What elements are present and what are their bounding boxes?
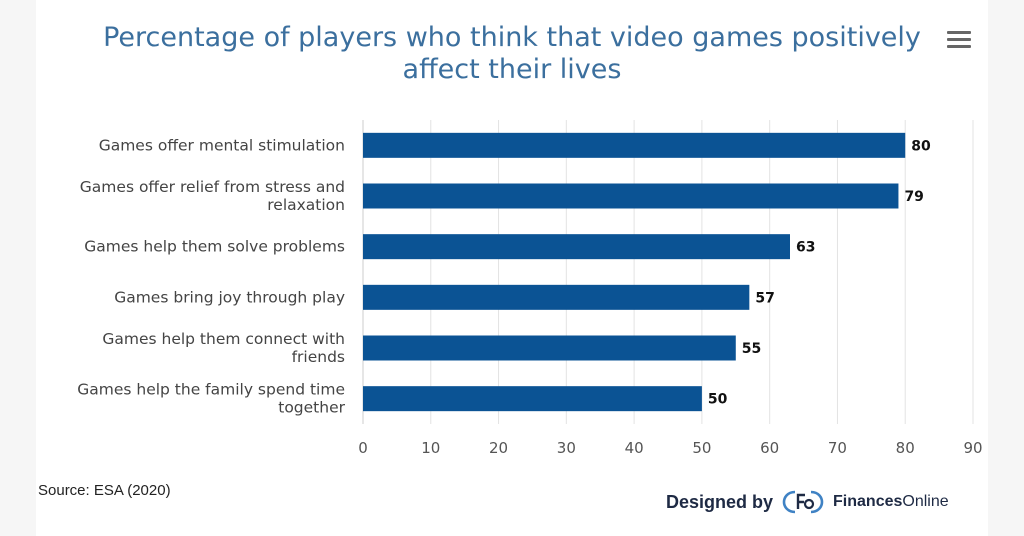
category-label: Games help them solve problems (84, 238, 345, 256)
bar (363, 335, 736, 361)
bar (363, 284, 750, 310)
category-label: Games help them connect with (102, 330, 345, 348)
x-tick-label: 60 (760, 439, 779, 457)
category-label: Games offer relief from stress and (80, 178, 345, 196)
x-tick-label: 20 (489, 439, 508, 457)
hamburger-menu-icon[interactable] (947, 31, 971, 51)
data-label: 50 (708, 392, 728, 408)
financesonline-logo-icon (782, 490, 824, 514)
x-tick-label: 90 (963, 439, 982, 457)
bar (363, 132, 906, 158)
source-note: Source: ESA (2020) (38, 482, 171, 499)
category-label: together (278, 399, 345, 417)
x-tick-label: 30 (557, 439, 576, 457)
x-tick-label: 50 (692, 439, 711, 457)
category-label: Games help the family spend time (77, 381, 345, 399)
data-label: 79 (904, 189, 923, 205)
category-label: friends (292, 348, 345, 366)
x-tick-label: 0 (358, 439, 368, 457)
bar (363, 386, 702, 412)
data-label: 63 (796, 240, 815, 256)
data-label: 55 (742, 341, 761, 357)
bar (363, 234, 790, 260)
bar (363, 183, 899, 209)
category-label: Games bring joy through play (114, 288, 345, 306)
chart-title: Percentage of players who think that vid… (103, 22, 921, 85)
category-label: Games offer mental stimulation (99, 136, 345, 154)
x-tick-label: 40 (625, 439, 644, 457)
data-label: 80 (911, 138, 931, 154)
designed-by-label: Designed by (666, 491, 774, 512)
x-tick-label: 70 (828, 439, 847, 457)
x-tick-label: 10 (421, 439, 440, 457)
designed-by-credit: Designed by FinancesOnline (666, 489, 949, 515)
brand-name: FinancesOnline (833, 493, 949, 510)
chart-card (36, 0, 988, 536)
x-tick-label: 80 (896, 439, 915, 457)
category-label: relaxation (267, 196, 345, 214)
data-label: 57 (755, 290, 774, 306)
